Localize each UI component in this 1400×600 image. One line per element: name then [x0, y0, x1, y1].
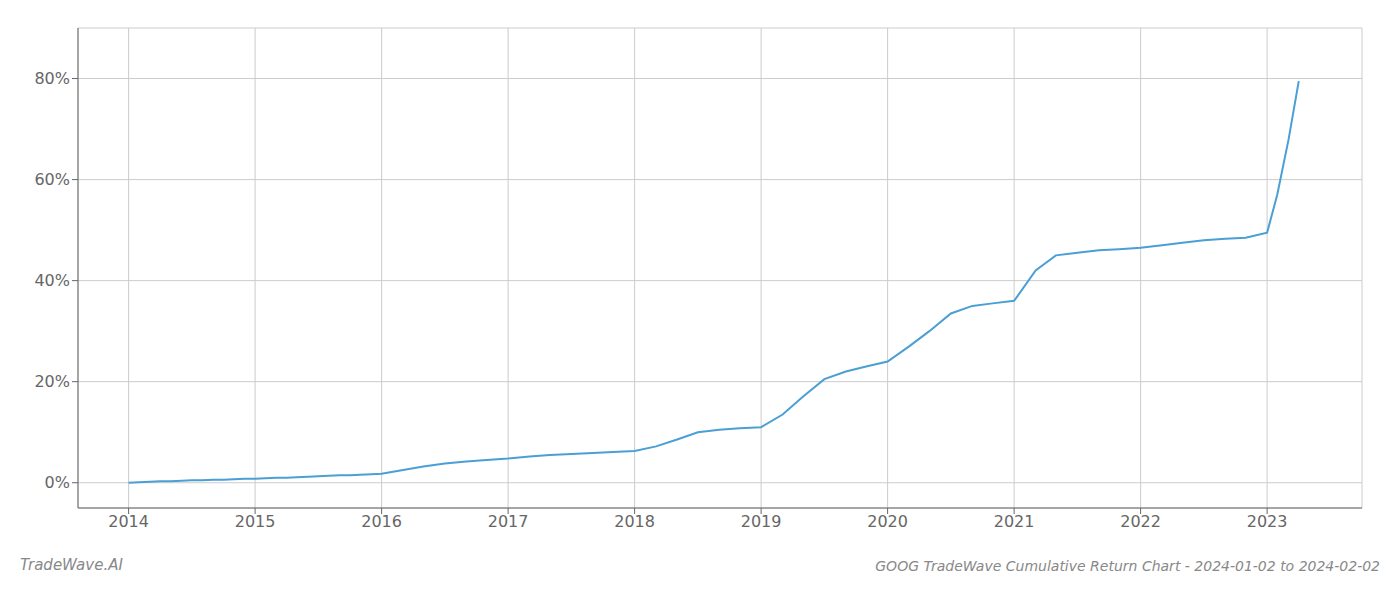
svg-text:2022: 2022 — [1120, 512, 1161, 531]
html-text:GOOG TradeWave Cumulative Retu: GOOG TradeWave Cumulative Return Chart -… — [875, 558, 1380, 574]
svg-text:2015: 2015 — [235, 512, 276, 531]
svg-text:0%: 0% — [45, 473, 70, 492]
svg-text:2020: 2020 — [867, 512, 908, 531]
svg-text:2018: 2018 — [614, 512, 655, 531]
svg-text:2021: 2021 — [994, 512, 1035, 531]
svg-text:2014: 2014 — [108, 512, 149, 531]
svg-text:2019: 2019 — [741, 512, 782, 531]
svg-text:80%: 80% — [34, 69, 70, 88]
html-text:TradeWave.AI: TradeWave.AI — [20, 556, 123, 574]
svg-text:2023: 2023 — [1247, 512, 1288, 531]
svg-text:40%: 40% — [34, 271, 70, 290]
svg-text:60%: 60% — [34, 170, 70, 189]
svg-text:2017: 2017 — [488, 512, 529, 531]
svg-text:2016: 2016 — [361, 512, 402, 531]
svg-text:20%: 20% — [34, 372, 70, 391]
